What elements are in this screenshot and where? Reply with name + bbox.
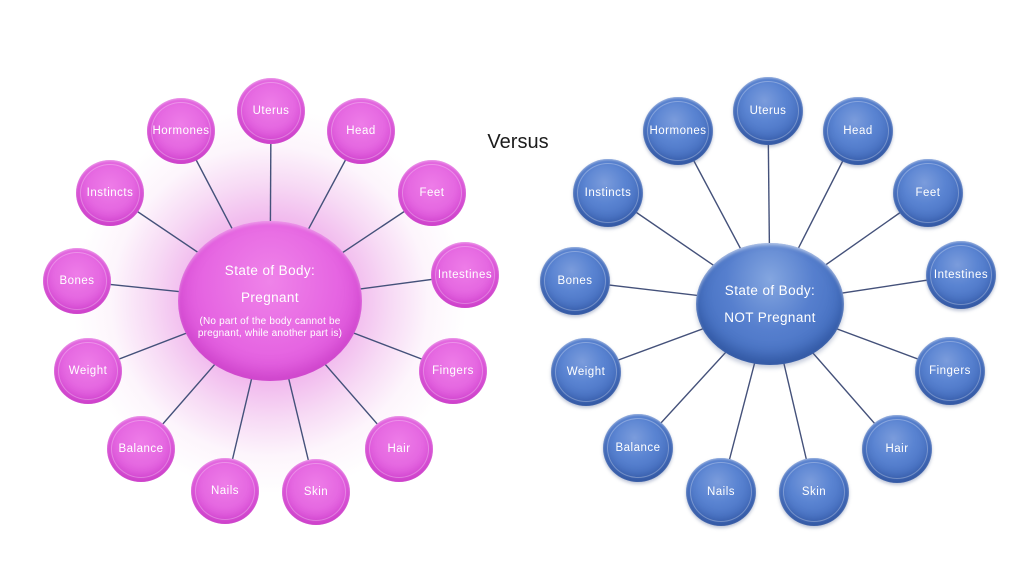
satellite-node-balance: Balance bbox=[603, 414, 673, 482]
satellite-node-feet: Feet bbox=[398, 160, 466, 226]
satellite-node-head: Head bbox=[327, 98, 395, 164]
satellite-label: Balance bbox=[615, 442, 661, 454]
satellite-label: Instincts bbox=[86, 187, 134, 199]
satellite-node-weight: Weight bbox=[54, 338, 122, 404]
satellite-label: Weight bbox=[68, 365, 108, 377]
satellite-label: Skin bbox=[303, 486, 329, 498]
satellite-label: Feet bbox=[915, 187, 941, 199]
satellite-label: Nails bbox=[210, 485, 240, 497]
center-title: State of Body: bbox=[724, 282, 816, 298]
satellite-node-feet: Feet bbox=[893, 159, 963, 227]
satellite-label: Weight bbox=[566, 366, 606, 378]
center-subtitle: NOT Pregnant bbox=[724, 309, 816, 325]
satellite-label: Head bbox=[346, 125, 376, 137]
center-subtitle: Pregnant bbox=[241, 290, 299, 305]
satellite-node-hair: Hair bbox=[365, 416, 433, 482]
center-ellipse-state-of-body-pregnant: State of Body: Pregnant (No part of the bo… bbox=[178, 221, 362, 381]
satellite-node-fingers: Fingers bbox=[419, 338, 487, 404]
satellite-label: Bones bbox=[557, 275, 593, 287]
satellite-node-uterus: Uterus bbox=[237, 78, 305, 144]
versus-label: Versus bbox=[487, 131, 549, 153]
satellite-label: Skin bbox=[801, 486, 827, 498]
satellite-label: Hair bbox=[387, 443, 411, 455]
satellite-label: Balance bbox=[118, 443, 164, 455]
satellite-node-nails: Nails bbox=[191, 458, 259, 524]
satellite-node-nails: Nails bbox=[686, 458, 756, 526]
satellite-label: Hormones bbox=[152, 125, 210, 137]
center-title: State of Body: bbox=[224, 263, 316, 278]
satellite-label: Intestines bbox=[437, 269, 493, 281]
satellite-node-balance: Balance bbox=[107, 416, 175, 482]
satellite-label: Uterus bbox=[749, 105, 787, 117]
satellite-node-hormones: Hormones bbox=[643, 97, 713, 165]
satellite-label: Hair bbox=[885, 443, 909, 455]
satellite-node-skin: Skin bbox=[779, 458, 849, 526]
satellite-node-instincts: Instincts bbox=[573, 159, 643, 227]
satellite-node-uterus: Uterus bbox=[733, 77, 803, 145]
satellite-label: Instincts bbox=[584, 187, 632, 199]
satellite-node-bones: Bones bbox=[540, 247, 610, 315]
satellite-node-fingers: Fingers bbox=[915, 337, 985, 405]
satellite-node-bones: Bones bbox=[43, 248, 111, 314]
satellite-node-hair: Hair bbox=[862, 415, 932, 483]
satellite-label: Head bbox=[843, 125, 873, 137]
satellite-node-skin: Skin bbox=[282, 459, 350, 525]
satellite-label: Nails bbox=[706, 486, 736, 498]
satellite-label: Uterus bbox=[252, 105, 290, 117]
satellite-label: Fingers bbox=[929, 365, 971, 377]
satellite-label: Bones bbox=[59, 275, 95, 287]
satellite-label: Intestines bbox=[933, 269, 989, 281]
satellite-label: Feet bbox=[419, 187, 445, 199]
center-note: (No part of the body cannot be pregnant,… bbox=[197, 316, 343, 339]
satellite-node-head: Head bbox=[823, 97, 893, 165]
satellite-label: Hormones bbox=[649, 125, 707, 137]
satellite-label: Fingers bbox=[432, 365, 474, 377]
satellite-node-weight: Weight bbox=[551, 338, 621, 406]
satellite-node-instincts: Instincts bbox=[76, 160, 144, 226]
satellite-node-intestines: Intestines bbox=[431, 242, 499, 308]
satellite-node-intestines: Intestines bbox=[926, 241, 996, 309]
satellite-node-hormones: Hormones bbox=[147, 98, 215, 164]
center-ellipse-state-of-body-not-pregnant: State of Body: NOT Pregnant bbox=[696, 243, 844, 365]
